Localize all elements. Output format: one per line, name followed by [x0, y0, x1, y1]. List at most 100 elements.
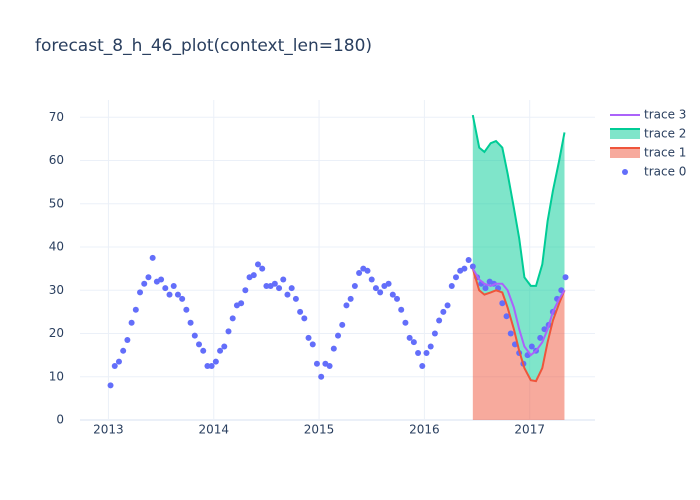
chart-title: forecast_8_h_46_plot(context_len=180): [35, 36, 372, 56]
point: [537, 334, 544, 341]
point: [217, 347, 224, 354]
point: [356, 269, 363, 276]
point: [364, 267, 371, 274]
point: [212, 358, 219, 365]
legend-swatch: [610, 148, 640, 158]
point: [402, 319, 409, 326]
point: [221, 343, 228, 350]
legend-item: trace 2: [610, 127, 686, 141]
point: [372, 285, 379, 292]
point: [398, 306, 405, 313]
point: [238, 300, 245, 307]
point: [415, 349, 422, 356]
point: [170, 282, 177, 289]
point: [452, 274, 459, 281]
point: [111, 362, 118, 369]
point: [528, 343, 535, 350]
point: [482, 285, 489, 292]
y-tick-label: 50: [49, 196, 64, 210]
point: [385, 280, 392, 287]
point: [263, 282, 270, 289]
point: [423, 349, 430, 356]
point: [187, 319, 194, 326]
point: [313, 360, 320, 367]
point: [280, 276, 287, 283]
x-tick-label: 2017: [514, 423, 545, 437]
legend-label: trace 0: [644, 165, 686, 179]
point: [284, 291, 291, 298]
point: [436, 317, 443, 324]
point: [115, 358, 122, 365]
y-tick-label: 30: [49, 283, 64, 297]
point: [440, 308, 447, 315]
point: [141, 280, 148, 287]
point: [427, 343, 434, 350]
y-tick-label: 10: [49, 369, 64, 383]
point: [229, 315, 236, 322]
point: [326, 362, 333, 369]
point: [149, 254, 156, 261]
point: [343, 302, 350, 309]
point: [297, 308, 304, 315]
point: [259, 265, 266, 272]
legend-swatch: [610, 129, 640, 139]
point: [162, 285, 169, 292]
point: [318, 373, 325, 380]
point: [465, 257, 472, 263]
point: [347, 295, 354, 302]
point: [410, 339, 417, 346]
line: [471, 268, 566, 383]
legend-item: trace 1: [610, 146, 686, 160]
line: [471, 114, 566, 287]
point: [225, 328, 232, 335]
legend-marker: [622, 169, 628, 175]
point: [183, 306, 190, 313]
point: [377, 289, 384, 296]
y-tick-label: 20: [49, 326, 64, 340]
point: [288, 285, 295, 292]
point: [174, 291, 181, 298]
point: [271, 280, 278, 287]
point: [431, 330, 438, 337]
point: [242, 287, 249, 294]
point: [191, 332, 198, 339]
point: [250, 272, 257, 279]
point: [499, 300, 506, 307]
y-tick-label: 0: [56, 413, 64, 427]
point: [389, 291, 396, 298]
point: [166, 291, 173, 298]
legend-label: trace 3: [644, 108, 686, 122]
y-tick-label: 70: [49, 110, 64, 124]
point: [309, 341, 316, 348]
y-tick-label: 40: [49, 240, 64, 254]
point: [339, 321, 346, 328]
x-tick-label: 2015: [304, 423, 335, 437]
point: [208, 362, 215, 369]
area-fill: [472, 268, 565, 420]
point: [137, 289, 144, 296]
point: [305, 334, 312, 341]
point: [394, 295, 401, 302]
point: [158, 276, 165, 283]
area-fill: [472, 115, 565, 382]
point: [276, 285, 283, 292]
point: [507, 330, 514, 337]
point: [196, 341, 203, 348]
point: [461, 265, 468, 272]
point: [330, 345, 337, 352]
point: [200, 347, 207, 354]
point: [254, 261, 261, 268]
point: [204, 362, 211, 369]
point: [406, 334, 413, 341]
legend-label: trace 2: [644, 127, 686, 141]
point: [128, 319, 135, 326]
point: [368, 276, 375, 283]
point: [179, 295, 186, 302]
line: [471, 268, 566, 357]
point: [120, 347, 127, 354]
point: [292, 295, 299, 302]
x-tick-label: 2016: [409, 423, 440, 437]
legend-label: trace 1: [644, 146, 686, 160]
